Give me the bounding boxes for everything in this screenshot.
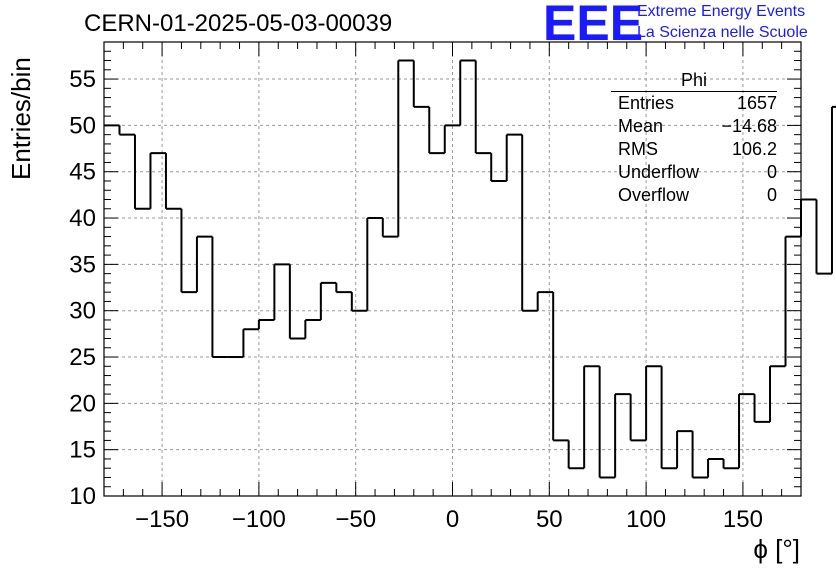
stats-label: Mean (618, 116, 664, 136)
stats-label: Entries (618, 93, 675, 113)
histogram-bin (397, 59, 414, 237)
y-tick-label: 20 (69, 390, 96, 417)
histogram-bin (753, 394, 771, 423)
y-tick-label: 35 (69, 251, 96, 278)
histogram-bin (691, 431, 709, 479)
histogram-bin (304, 318, 321, 339)
x-tick-label: 150 (723, 506, 763, 533)
histogram-bin (505, 133, 523, 181)
y-tick-label: 10 (69, 483, 96, 510)
histogram-bin (180, 208, 197, 294)
x-tick-label: 100 (626, 506, 666, 533)
histogram-bin (381, 218, 399, 238)
histogram-bin (830, 105, 836, 274)
x-tick-label: −150 (135, 506, 189, 533)
y-tick-label: 25 (69, 344, 96, 371)
y-tick-label: 45 (69, 159, 96, 186)
logo-subtitle-2: La Scienza nelle Scuole (637, 24, 808, 41)
histogram-bin (583, 365, 600, 469)
histogram-bin (738, 393, 755, 469)
y-tick-label: 15 (69, 437, 96, 464)
y-tick-label: 30 (69, 298, 96, 325)
stats-row-entries: Entries 1657 (611, 92, 777, 115)
histogram-bin (536, 291, 554, 311)
histogram-bin (629, 394, 647, 442)
histogram-bin (660, 366, 678, 470)
histogram-bin (490, 153, 507, 182)
eee-logo: EEE (543, 0, 644, 51)
histogram-bin (133, 134, 151, 210)
histogram-bin (707, 457, 724, 478)
histogram-bin (676, 430, 693, 469)
plot-frame (103, 41, 802, 497)
histogram-bin (273, 263, 290, 320)
histogram-bin (459, 59, 476, 126)
stats-label: RMS (618, 139, 658, 159)
histogram-bin (784, 235, 801, 367)
histogram-bin (118, 125, 135, 136)
stats-value: 0 (766, 162, 777, 182)
histogram-bin (335, 282, 352, 294)
y-tick-label: 50 (69, 112, 96, 139)
y-tick-label: 40 (69, 205, 96, 232)
histogram-bin (769, 365, 786, 422)
histogram-bin (149, 152, 166, 209)
logo-subtitle-1: Extreme Energy Events (637, 3, 806, 20)
histogram-bin (645, 365, 662, 441)
x-tick-label: −100 (232, 506, 286, 533)
stats-box: Phi Entries 1657 Mean −14.68 RMS 106.2 U… (611, 70, 777, 207)
histogram-bin (474, 60, 492, 155)
histogram-bin (257, 318, 275, 330)
histogram-bin (211, 236, 228, 359)
stats-value: 1657 (736, 93, 777, 113)
x-tick-label: 0 (446, 506, 459, 533)
x-tick-label: −50 (335, 506, 376, 533)
histogram-bin (598, 366, 616, 479)
histogram-bin (722, 458, 740, 470)
histogram-bin (428, 106, 445, 155)
histogram-bin (552, 292, 569, 442)
histogram-bin (567, 440, 585, 470)
stats-title: Phi (611, 70, 777, 92)
histogram-bin (242, 328, 259, 358)
histogram-bin (443, 124, 461, 154)
stats-row-rms: RMS 106.2 (611, 138, 777, 161)
histogram-bin (195, 235, 213, 293)
histogram-bin (164, 153, 182, 210)
histogram-bin (319, 281, 337, 320)
run-title: CERN-01-2025-05-03-00039 (84, 10, 393, 37)
stats-label: Overflow (618, 185, 690, 205)
histogram-bin (366, 217, 383, 311)
histogram-bin (350, 292, 368, 312)
stats-row-mean: Mean −14.68 (611, 115, 777, 138)
histogram-bin (288, 264, 306, 340)
histogram-bin (412, 60, 430, 108)
stats-value: 0 (766, 185, 777, 205)
stats-value: −14.68 (721, 116, 777, 136)
y-axis-label: Entries/bin (6, 57, 36, 180)
histogram-bin (815, 199, 832, 275)
histogram-bin (614, 393, 631, 478)
stats-value: 106.2 (731, 139, 777, 159)
x-axis-label: ϕ [°] (753, 534, 800, 564)
histogram-bin (521, 134, 538, 312)
stats-label: Underflow (618, 162, 700, 182)
stats-row-underflow: Underflow 0 (611, 161, 777, 184)
y-tick-label: 55 (69, 66, 96, 93)
histogram-bin (800, 198, 817, 237)
stats-row-overflow: Overflow 0 (611, 184, 777, 207)
x-tick-label: 50 (536, 506, 563, 533)
